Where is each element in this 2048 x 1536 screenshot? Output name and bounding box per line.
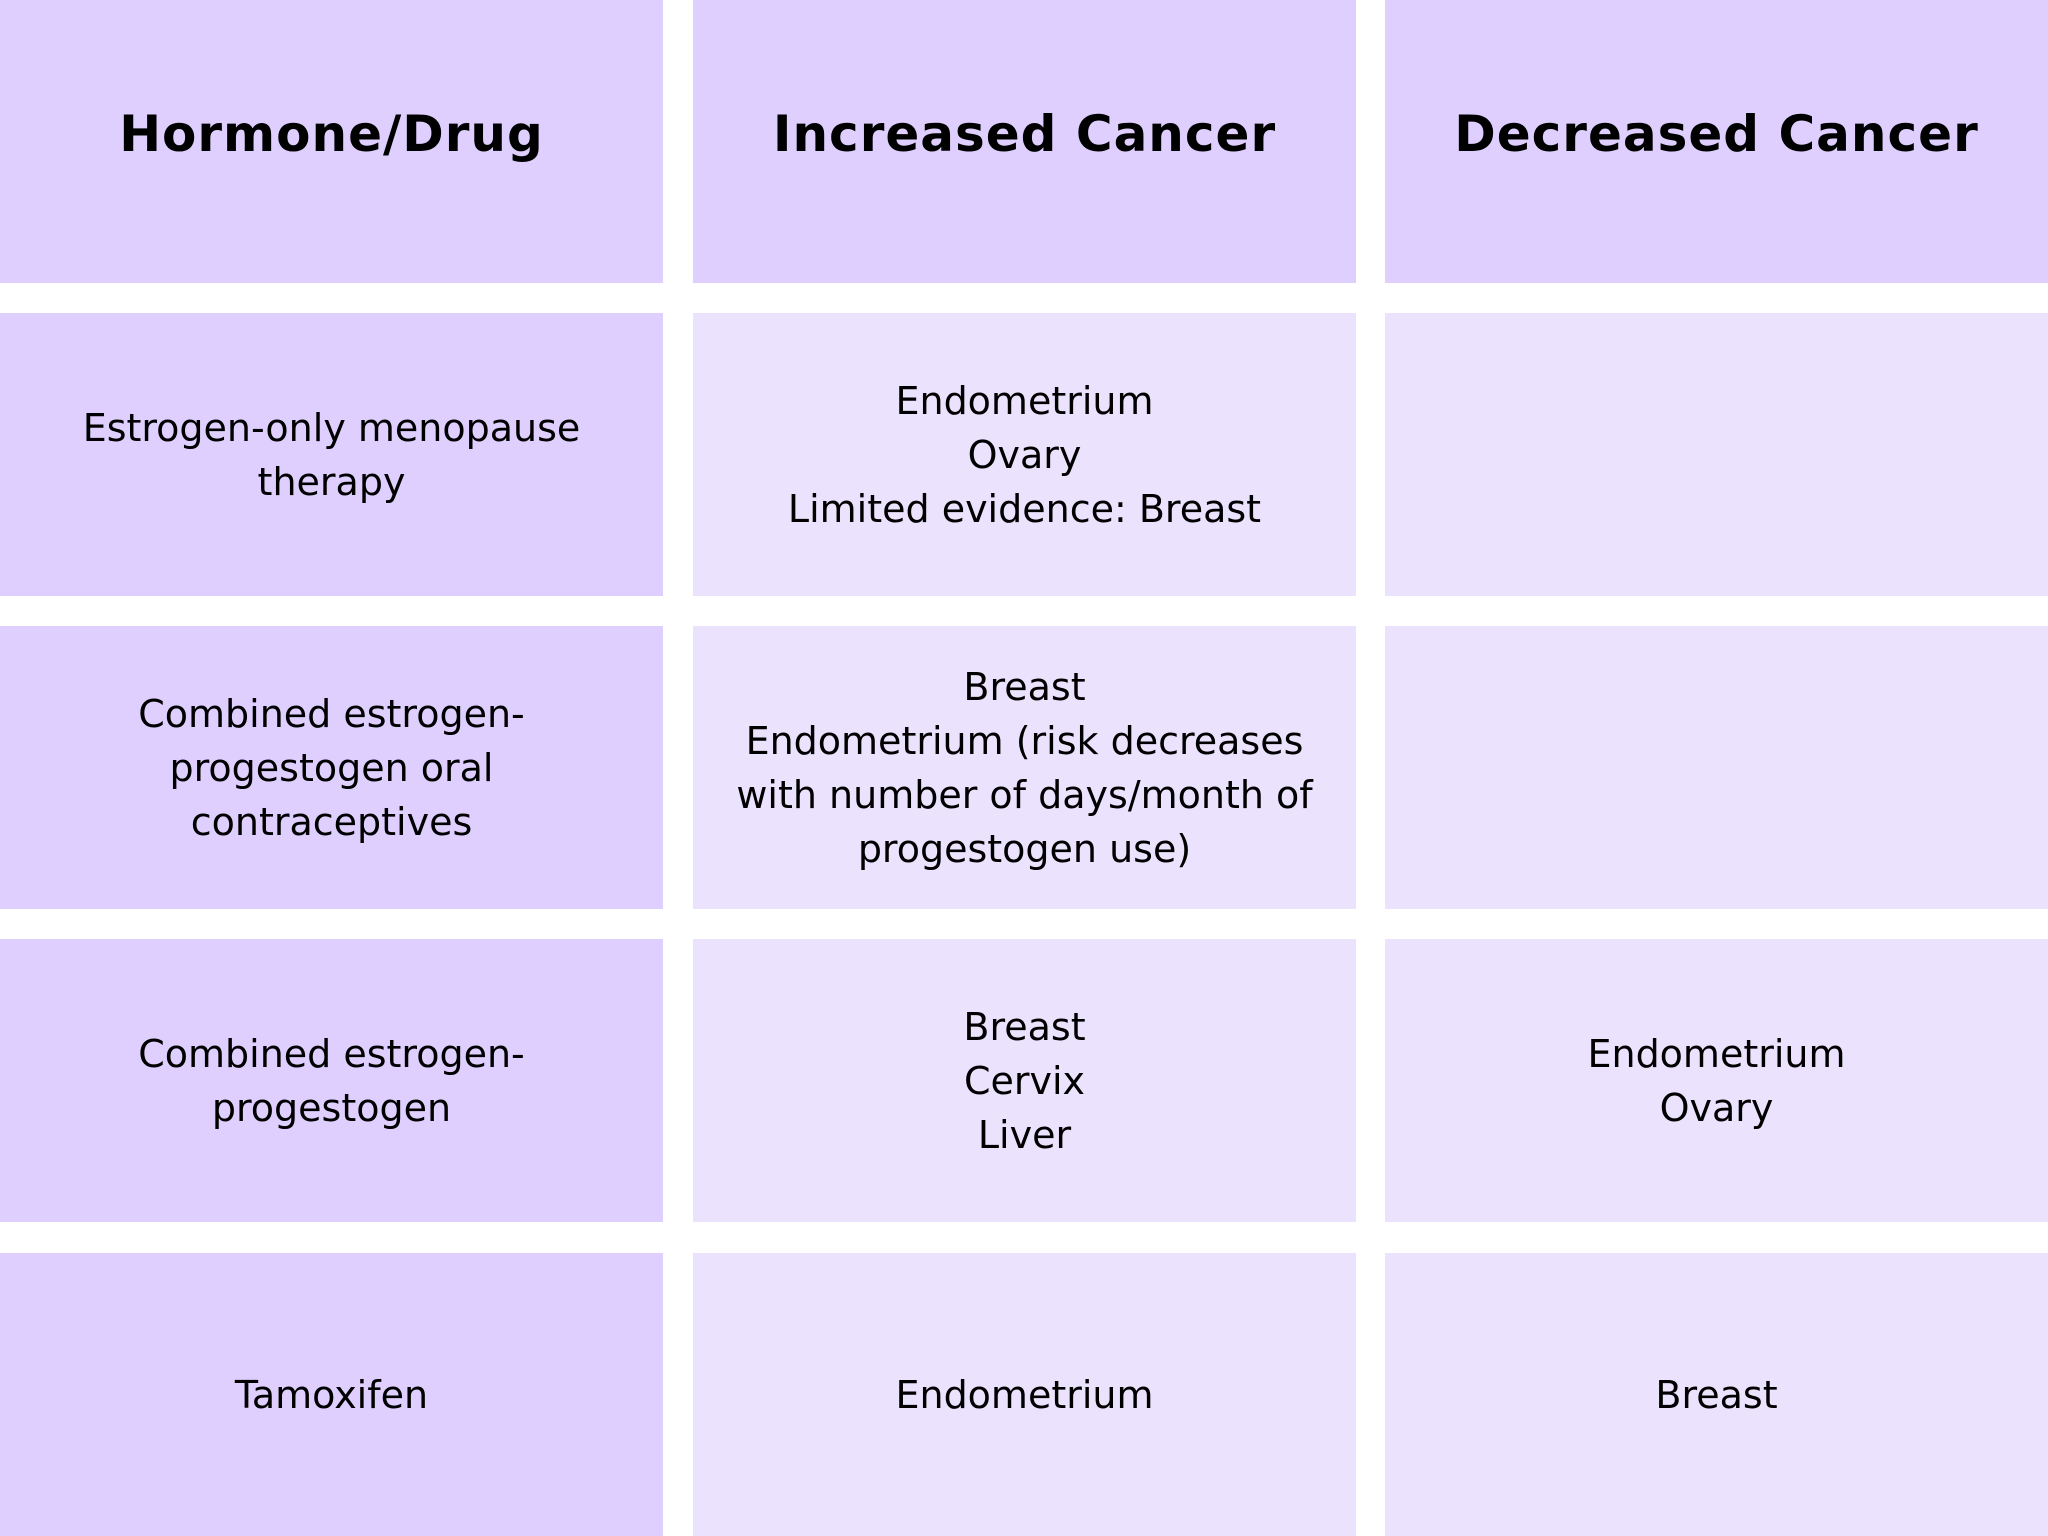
row-estrogen-only-decreased [1385, 313, 2048, 596]
drug-label: Combined estrogen- progestogen oral cont… [138, 691, 525, 844]
decreased-cancer-list: Endometrium Ovary [1587, 1031, 1846, 1130]
row-oral-contraceptives-drug: Combined estrogen- progestogen oral cont… [0, 626, 663, 909]
header-decreased-cancer-label: Decreased Cancer [1454, 104, 1979, 163]
increased-cancer-list: Endometrium [895, 1372, 1154, 1417]
row-tamoxifen-increased: Endometrium [693, 1253, 1356, 1536]
header-increased-cancer-label: Increased Cancer [772, 104, 1277, 163]
header-hormone-drug-label: Hormone/Drug [119, 104, 544, 163]
row-oral-contraceptives-increased: Breast Endometrium (risk decreases with … [693, 626, 1356, 909]
row-estrogen-only-increased: Endometrium Ovary Limited evidence: Brea… [693, 313, 1356, 596]
row-tamoxifen-decreased: Breast [1385, 1253, 2048, 1536]
drug-label: Tamoxifen [234, 1372, 429, 1417]
increased-cancer-list: Endometrium Ovary Limited evidence: Brea… [787, 378, 1262, 531]
increased-cancer-list: Breast Endometrium (risk decreases with … [736, 664, 1313, 871]
row-combined-estrogen-progestogen-decreased: Endometrium Ovary [1385, 939, 2048, 1222]
row-estrogen-only-drug: Estrogen-only menopause therapy [0, 313, 663, 596]
drug-label: Estrogen-only menopause therapy [82, 405, 581, 504]
header-hormone-drug: Hormone/Drug [0, 0, 663, 283]
row-combined-estrogen-progestogen-increased: Breast Cervix Liver [693, 939, 1356, 1222]
header-decreased-cancer: Decreased Cancer [1385, 0, 2048, 283]
decreased-cancer-list: Breast [1655, 1372, 1778, 1417]
header-increased-cancer: Increased Cancer [693, 0, 1356, 283]
drug-label: Combined estrogen- progestogen [138, 1031, 525, 1130]
row-tamoxifen-drug: Tamoxifen [0, 1253, 663, 1536]
row-combined-estrogen-progestogen-drug: Combined estrogen- progestogen [0, 939, 663, 1222]
increased-cancer-list: Breast Cervix Liver [963, 1004, 1086, 1157]
row-oral-contraceptives-decreased [1385, 626, 2048, 909]
